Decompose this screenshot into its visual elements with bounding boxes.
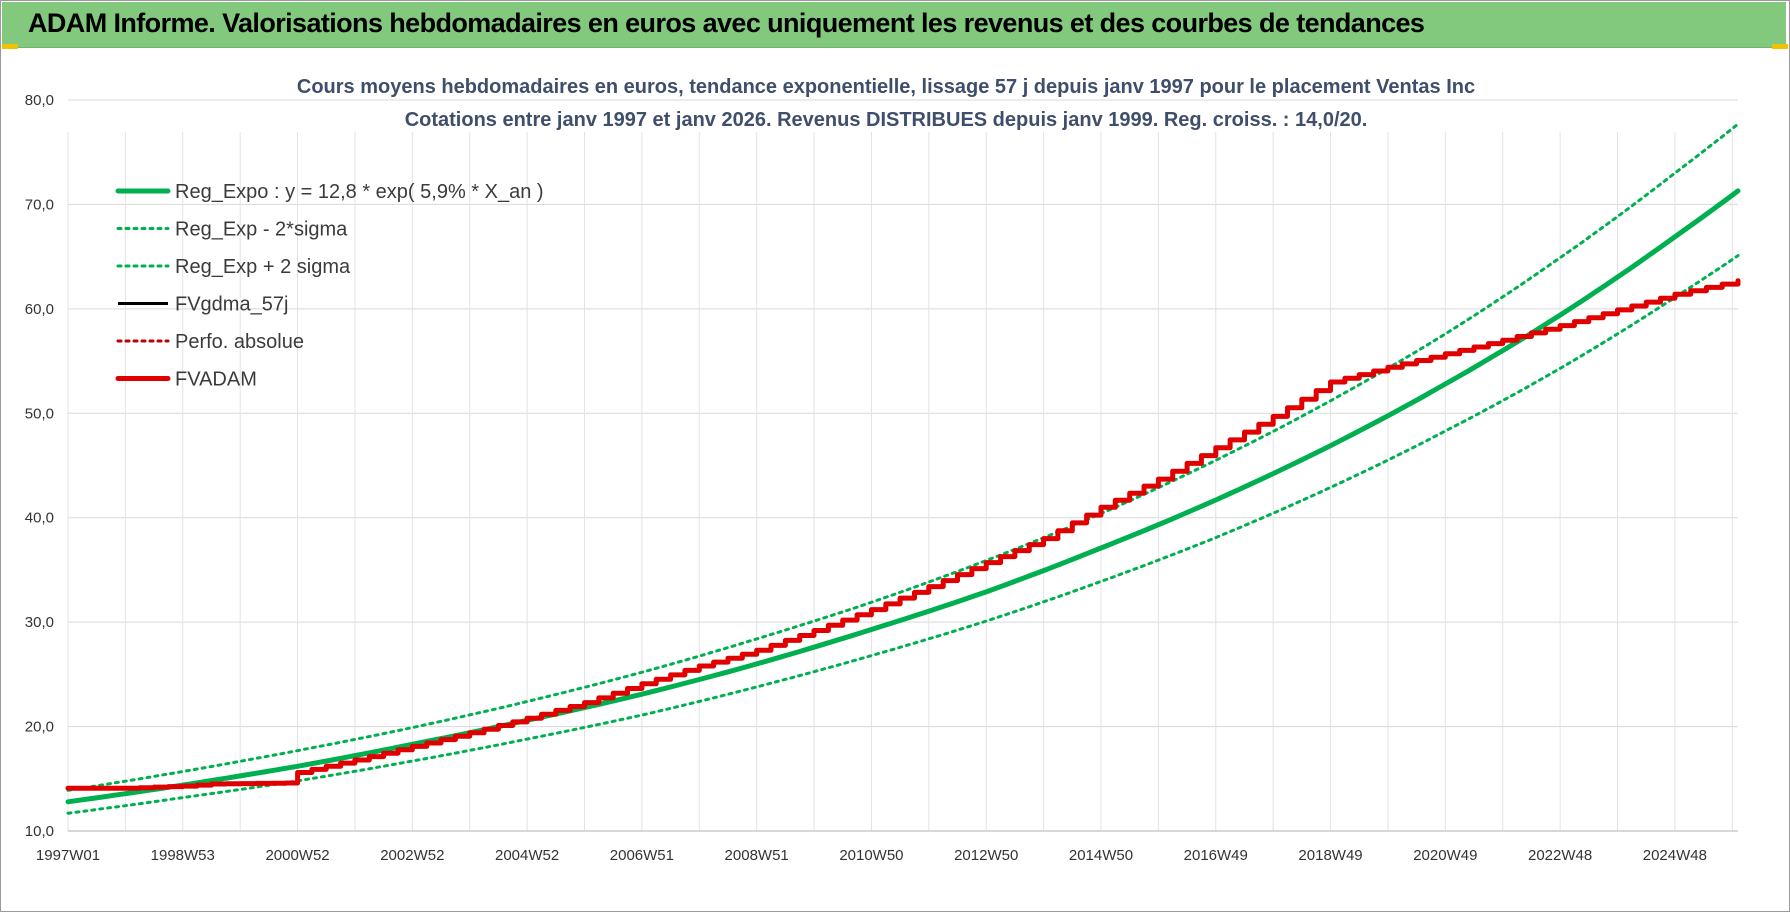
axes: 10,0 20,0 30,0 40,0 50,0 60,0 70,0 80,0 1997W01 1… [25,92,1738,864]
x-tick-label: 1998W53 [151,847,215,864]
x-tick-label: 2020W49 [1413,847,1477,864]
legend-label: FVgdma_57j [175,294,288,316]
chart-title-line-2: Cotations entre janv 1997 et janv 2026. … [405,109,1368,131]
legend-label: Reg_Exp + 2 sigma [175,256,351,278]
y-tick-label: 70,0 [25,196,54,213]
legend-label: Reg_Exp - 2*sigma [175,219,348,241]
banner-title: ADAM Informe. Valorisations hebdomadaire… [28,8,1425,38]
series-lines [65,122,1741,815]
y-tick-label: 60,0 [25,301,54,318]
legend-label: FVADAM [175,369,257,391]
x-tick-label: 2014W50 [1069,847,1133,864]
series-line-6 [65,278,1741,791]
x-tick-label: 2010W50 [839,847,903,864]
x-tick-label: 2006W51 [610,847,674,864]
title-banner: ADAM Informe. Valorisations hebdomadaire… [2,2,1786,48]
series-line-2 [66,254,1740,815]
series-line-1 [65,188,1741,805]
y-tick-label: 50,0 [25,405,54,422]
x-tick-label: 2022W48 [1528,847,1592,864]
corner-mark-left [2,44,18,49]
chart-title-line-1: Cours moyens hebdomadaires en euros, ten… [297,76,1475,98]
x-tick-label: 2008W51 [725,847,789,864]
x-tick-label: 2016W49 [1184,847,1248,864]
y-tick-label: 80,0 [25,92,54,109]
y-tick-label: 30,0 [25,614,54,631]
corner-mark-right [1772,44,1788,49]
y-tick-label: 40,0 [25,510,54,527]
x-tick-label: 2012W50 [954,847,1018,864]
y-tick-label: 10,0 [25,823,54,840]
x-tick-label: 2004W52 [495,847,559,864]
x-tick-label: 1997W01 [36,847,100,864]
y-tick-label: 20,0 [25,719,54,736]
x-tick-label: 2002W52 [380,847,444,864]
legend-label: Perfo. absolue [175,331,304,353]
series-line-3 [66,122,1740,792]
x-tick-label: 2024W48 [1643,847,1707,864]
legend-label: Reg_Expo : y = 12,8 * exp( 5,9% * X_an ) [175,181,544,203]
x-tick-label: 2000W52 [265,847,329,864]
legend: Reg_Expo : y = 12,8 * exp( 5,9% * X_an )… [115,181,544,391]
x-tick-label: 2018W49 [1298,847,1362,864]
gridlines [67,99,1738,832]
